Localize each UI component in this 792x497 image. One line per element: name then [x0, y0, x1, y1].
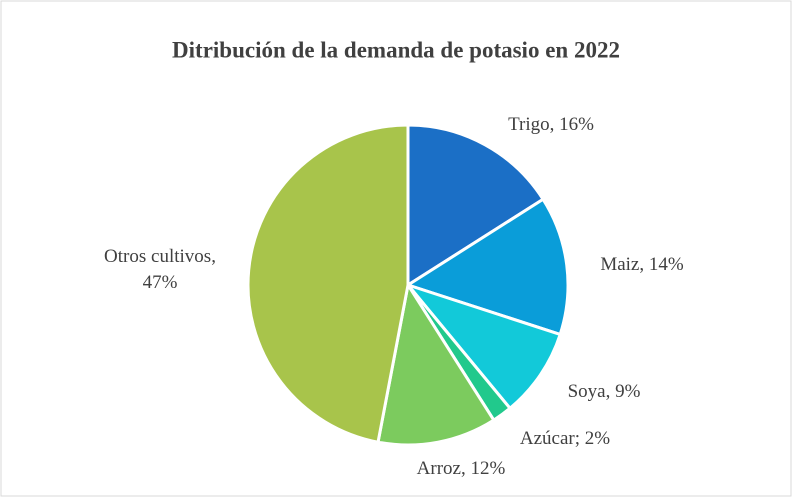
value-label: , 14% [639, 254, 684, 275]
data-label: Soya, 9% [568, 381, 641, 402]
data-label: Trigo, 16% [508, 114, 594, 135]
value-label: , 12% [461, 458, 506, 479]
value-label-line: 47% [143, 272, 178, 293]
data-label: Otros cultivos, 47% [104, 246, 216, 293]
category-label: Soya [568, 381, 607, 402]
pie-slice [403, 281, 563, 411]
value-label: ; 2% [575, 428, 611, 449]
value-label: , 16% [550, 114, 595, 135]
data-label: Arroz, 12% [417, 458, 506, 479]
value-label: , 9% [606, 381, 641, 402]
category-label: Maiz [600, 254, 639, 275]
pie-slice [404, 197, 570, 337]
data-label: Azúcar; 2% [520, 428, 610, 449]
category-label: Arroz [417, 458, 461, 479]
pie-slice [406, 123, 546, 288]
value-label: , 47% [143, 246, 216, 293]
pie-slice [246, 123, 410, 444]
category-label: Azúcar [520, 428, 576, 449]
data-label: Maiz, 14% [600, 254, 684, 275]
pie-slice [376, 280, 496, 447]
category-label: Otros cultivos [104, 246, 211, 267]
category-label: Trigo [508, 114, 550, 135]
chart-title: Ditribución de la demanda de potasio en … [172, 37, 620, 62]
value-label-line: , [211, 246, 216, 267]
